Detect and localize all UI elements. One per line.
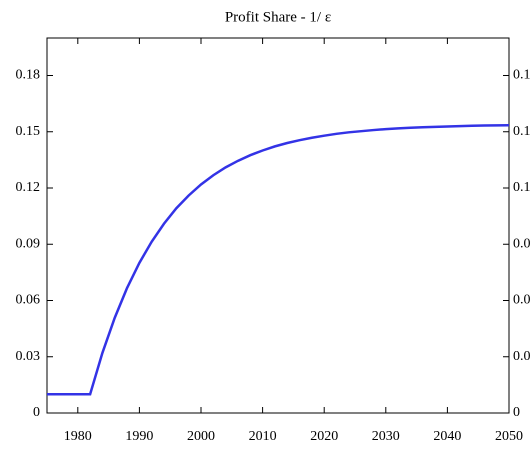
y-tick-label: 0.12 (16, 180, 41, 195)
y2-tick-label: 0.03 (513, 349, 531, 364)
y-tick-label: 0.18 (16, 68, 41, 83)
y2-tick-label: 0.15 (513, 124, 531, 139)
y-tick-label: 0.15 (16, 124, 41, 139)
y-tick-label: 0 (33, 405, 40, 420)
x-tick-label: 2020 (310, 429, 338, 444)
y-tick-label: 0.06 (16, 293, 41, 308)
x-tick-label: 2050 (495, 429, 523, 444)
y2-tick-label: 0.12 (513, 180, 531, 195)
right-axis: 0 0.03 0.06 0.09 0.12 0.15 0.18 (513, 68, 531, 421)
x-tick-label: 2040 (433, 429, 461, 444)
x-tick-label: 1980 (64, 429, 92, 444)
y2-tick-label: 0 (513, 405, 520, 420)
y-tick-label: 0.03 (16, 349, 41, 364)
plot-frame (46, 37, 510, 414)
x-tick-label: 1990 (125, 429, 153, 444)
x-tick-label: 2030 (372, 429, 400, 444)
x-tick-label: 2000 (187, 429, 215, 444)
y2-tick-label: 0.06 (513, 293, 531, 308)
y2-tick-label: 0.18 (513, 68, 531, 83)
line-series (47, 123, 510, 396)
y2-tick-label: 0.09 (513, 236, 531, 251)
x-tick-label: 2010 (249, 429, 277, 444)
y-tick-label: 0.09 (16, 236, 41, 251)
chart-title: Profit Share - 1/ ε (225, 9, 331, 25)
